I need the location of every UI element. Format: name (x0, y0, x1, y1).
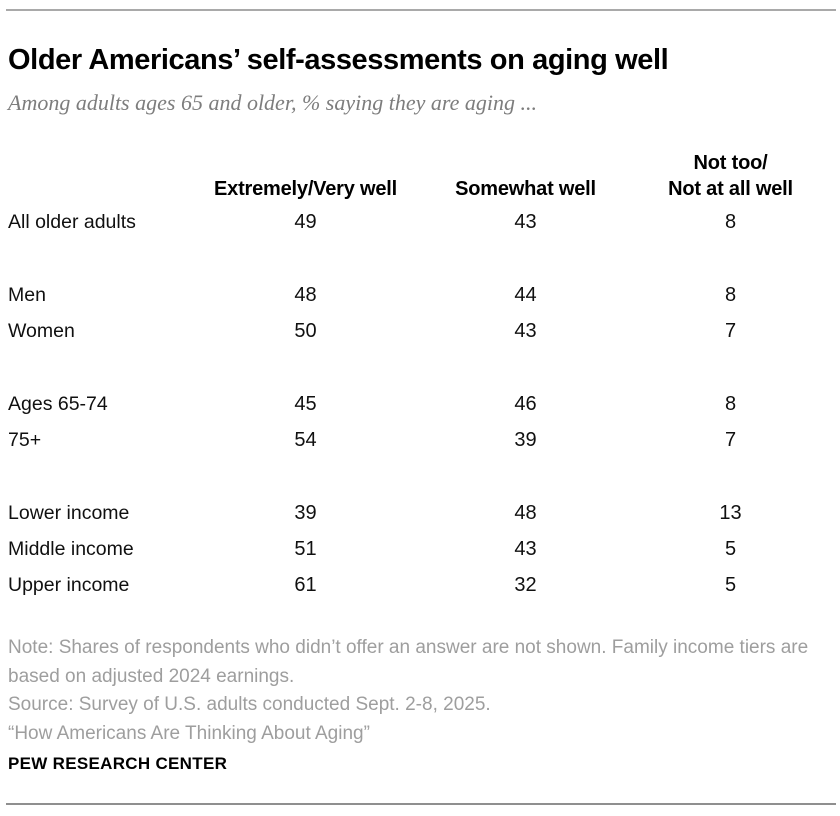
cell-value: 8 (724, 283, 737, 306)
cell-value: 43 (514, 210, 537, 233)
pew-research-center-wordmark: PEW RESEARCH CENTER (8, 754, 228, 773)
bottom-rule (6, 803, 836, 805)
cell-value: 61 (294, 573, 317, 596)
chart-title: Older Americans’ self-assessments on agi… (8, 44, 669, 76)
cell-value: 48 (294, 283, 317, 306)
table-row: Women 50 43 7 (0, 313, 840, 349)
table-row: Ages 65-74 45 46 8 (0, 386, 840, 422)
chart-subtitle: Among adults ages 65 and older, % saying… (8, 90, 537, 115)
table-row: Lower income 39 48 13 (0, 495, 840, 531)
cell-value: 32 (514, 573, 537, 596)
cell-value: 48 (514, 501, 537, 524)
report-title-quote: “How Americans Are Thinking About Aging” (8, 722, 370, 744)
cell-value: 45 (294, 392, 317, 415)
row-label: Middle income (8, 537, 134, 560)
row-label: Upper income (8, 573, 130, 596)
cell-value: 50 (294, 319, 317, 342)
source-text: Source: Survey of U.S. adults conducted … (8, 694, 491, 715)
table-row: 75+ 54 39 7 (0, 422, 840, 458)
cell-value: 5 (724, 537, 737, 560)
cell-value: 7 (724, 428, 737, 451)
cell-value: 7 (724, 319, 737, 342)
cell-value: 46 (514, 392, 537, 415)
cell-value: 13 (719, 501, 742, 524)
cell-value: 44 (514, 283, 537, 306)
row-label: Ages 65-74 (8, 392, 108, 415)
cell-value: 8 (724, 210, 737, 233)
cell-value: 8 (724, 392, 737, 415)
cell-value: 43 (514, 319, 537, 342)
cell-value: 43 (514, 537, 537, 560)
column-header-1: Somewhat well (455, 178, 596, 200)
column-header-2: Not too/Not at all well (668, 152, 793, 200)
table-row: Upper income 61 32 5 (0, 567, 840, 603)
note-text: Note: Shares of respondents who didn’t o… (8, 637, 809, 687)
row-label: All older adults (8, 210, 136, 233)
cell-value: 39 (294, 501, 317, 524)
top-rule (6, 9, 836, 11)
table-header-row: Extremely/Very well Somewhat well Not too/… (0, 146, 840, 202)
row-label: 75+ (8, 428, 42, 451)
row-label: Women (8, 319, 75, 342)
cell-value: 51 (294, 537, 317, 560)
row-label: Lower income (8, 501, 130, 524)
row-label: Men (8, 283, 46, 306)
footnotes: Note: Shares of respondents who didn’t o… (8, 634, 832, 748)
cell-value: 39 (514, 428, 537, 451)
table-row: Middle income 51 43 5 (0, 531, 840, 567)
cell-value: 49 (294, 210, 317, 233)
column-header-0: Extremely/Very well (214, 178, 397, 200)
cell-value: 54 (294, 428, 317, 451)
table-row: Men 48 44 8 (0, 277, 840, 313)
table-body: All older adults 49 43 8 Men 48 44 8 Women 50 43 7 A… (0, 204, 840, 603)
table-row: All older adults 49 43 8 (0, 204, 840, 240)
cell-value: 5 (724, 573, 737, 596)
